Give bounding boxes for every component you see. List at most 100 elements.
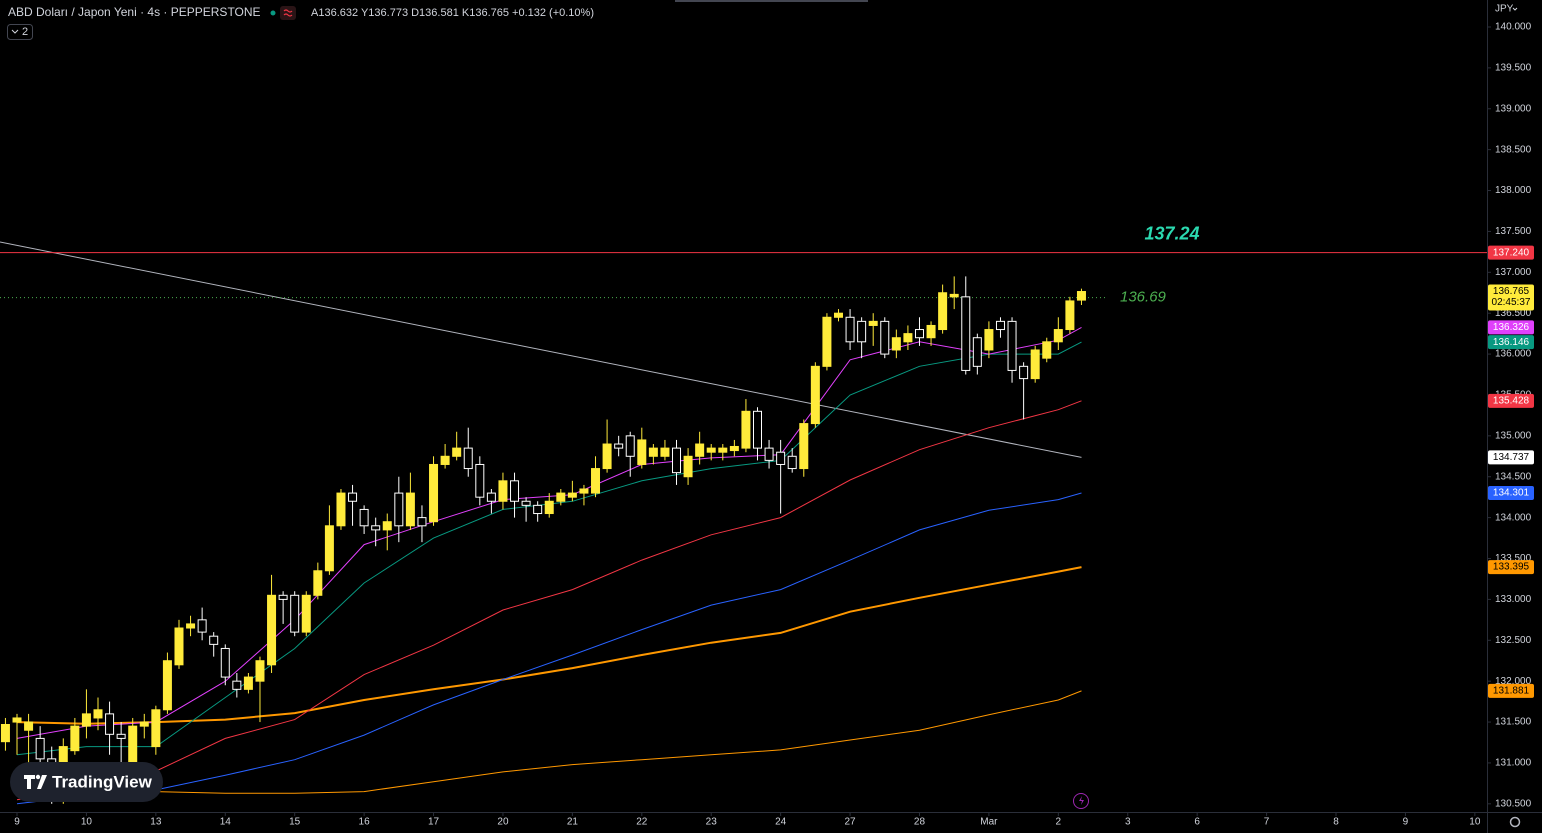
- candle-body: [105, 713, 115, 735]
- price-badge: [1488, 683, 1534, 698]
- price-badge-label: 136.146: [1493, 337, 1530, 348]
- candle-body: [833, 312, 843, 318]
- price-badge: [1488, 320, 1534, 335]
- candle-body: [961, 296, 971, 371]
- currency-label[interactable]: JPY: [1495, 4, 1514, 15]
- price-badge: [1488, 560, 1534, 575]
- price-badge-label: 134.737: [1493, 452, 1530, 463]
- x-tick-label: 17: [428, 817, 440, 828]
- price-badge-label: 136.326: [1493, 322, 1530, 333]
- y-tick-label: 137.000: [1495, 267, 1532, 278]
- candle-body: [139, 721, 149, 727]
- candle-body: [209, 635, 219, 645]
- candle-body: [648, 447, 658, 457]
- candle-body: [348, 492, 358, 502]
- ohlc-values: A136.632 Y136.773 D136.581 K136.765 +0.1…: [311, 7, 594, 19]
- indicator-count: 2: [22, 26, 28, 38]
- price-badge-label: 135.428: [1493, 395, 1530, 406]
- y-tick-label: 133.500: [1495, 553, 1532, 564]
- top-handle: [675, 0, 868, 2]
- x-tick-label: 9: [14, 817, 20, 828]
- candle-body: [151, 709, 161, 748]
- candle-body: [984, 329, 994, 351]
- candle-body: [1065, 300, 1075, 331]
- y-tick-label: 138.000: [1495, 185, 1532, 196]
- candle-body: [174, 627, 184, 666]
- candle-body: [232, 680, 242, 690]
- candle-body: [371, 525, 381, 531]
- candle-body: [695, 443, 705, 457]
- x-tick-label: 16: [359, 817, 371, 828]
- candle-body: [429, 463, 439, 523]
- candle-body: [602, 443, 612, 470]
- x-tick-label: Mar: [980, 817, 998, 828]
- last-price-label: 136.765: [1493, 286, 1530, 297]
- candle-body: [949, 293, 959, 298]
- candle-body: [197, 619, 207, 633]
- candle-body: [116, 733, 126, 739]
- status-dot: [270, 10, 276, 16]
- candle-body: [405, 492, 415, 527]
- indicator-toggle[interactable]: [7, 24, 33, 40]
- x-tick-label: 21: [567, 817, 579, 828]
- candle-body: [81, 713, 91, 727]
- candle-body: [718, 447, 728, 453]
- candle-body: [70, 725, 80, 752]
- candle-body: [880, 320, 890, 355]
- y-tick-label: 131.000: [1495, 758, 1532, 769]
- candle-body: [220, 647, 230, 678]
- candle-body: [510, 480, 520, 502]
- y-tick-label: 132.500: [1495, 635, 1532, 646]
- y-tick-label: 134.000: [1495, 512, 1532, 523]
- candle-body: [359, 508, 369, 527]
- logo-icon: [24, 775, 47, 789]
- candle-body: [255, 660, 265, 682]
- x-tick-label: 7: [1264, 817, 1270, 828]
- x-tick-label: 15: [289, 817, 301, 828]
- x-tick-label: 24: [775, 817, 787, 828]
- candle-body: [1030, 349, 1040, 380]
- candle-body: [533, 504, 543, 515]
- candle-body: [938, 292, 948, 331]
- candle-body: [625, 435, 635, 457]
- symbol-title[interactable]: ABD Doları / Japon Yeni · 4s · PEPPERSTO…: [8, 5, 261, 19]
- logo-badge[interactable]: [10, 762, 163, 802]
- candle-body: [267, 594, 277, 666]
- candle-body: [706, 447, 716, 453]
- level-annotation: 137.24: [1144, 223, 1199, 243]
- candle-body: [1076, 291, 1086, 301]
- candle-body: [567, 492, 577, 498]
- candle-body: [1019, 365, 1029, 380]
- candle-body: [810, 365, 820, 425]
- candle-body: [324, 525, 334, 572]
- y-tick-label: 136.000: [1495, 349, 1532, 360]
- candle-body: [162, 660, 172, 711]
- axes: 130.500 131.000 131.500 132.000 132.500 133.0…: [14, 22, 1534, 828]
- candle-body: [776, 451, 786, 465]
- x-tick-label: 8: [1333, 817, 1339, 828]
- settings-icon[interactable]: [1509, 816, 1521, 828]
- plot-area: 137.24 136.69: [0, 223, 1487, 805]
- candle-body: [486, 492, 496, 502]
- candle-body: [614, 443, 624, 449]
- y-tick-label: 140.000: [1495, 22, 1532, 33]
- candle-body: [24, 721, 34, 731]
- candle-body: [729, 445, 739, 452]
- indicator-line: [16, 492, 1082, 805]
- candle-body: [868, 320, 878, 326]
- candle-body: [313, 570, 323, 596]
- candle-body: [394, 492, 404, 527]
- event-icon[interactable]: [1073, 793, 1089, 809]
- candle-body: [799, 423, 809, 470]
- x-tick-label: 28: [914, 817, 926, 828]
- candle-body: [926, 324, 936, 339]
- y-tick-label: 138.500: [1495, 144, 1532, 155]
- candle-body: [914, 329, 924, 339]
- indicator-line: [16, 566, 1082, 725]
- candle-body: [128, 725, 138, 768]
- y-tick-label: 139.500: [1495, 63, 1532, 74]
- candle-body: [186, 623, 196, 629]
- y-tick-label: 132.000: [1495, 676, 1532, 687]
- candle-body: [544, 500, 554, 515]
